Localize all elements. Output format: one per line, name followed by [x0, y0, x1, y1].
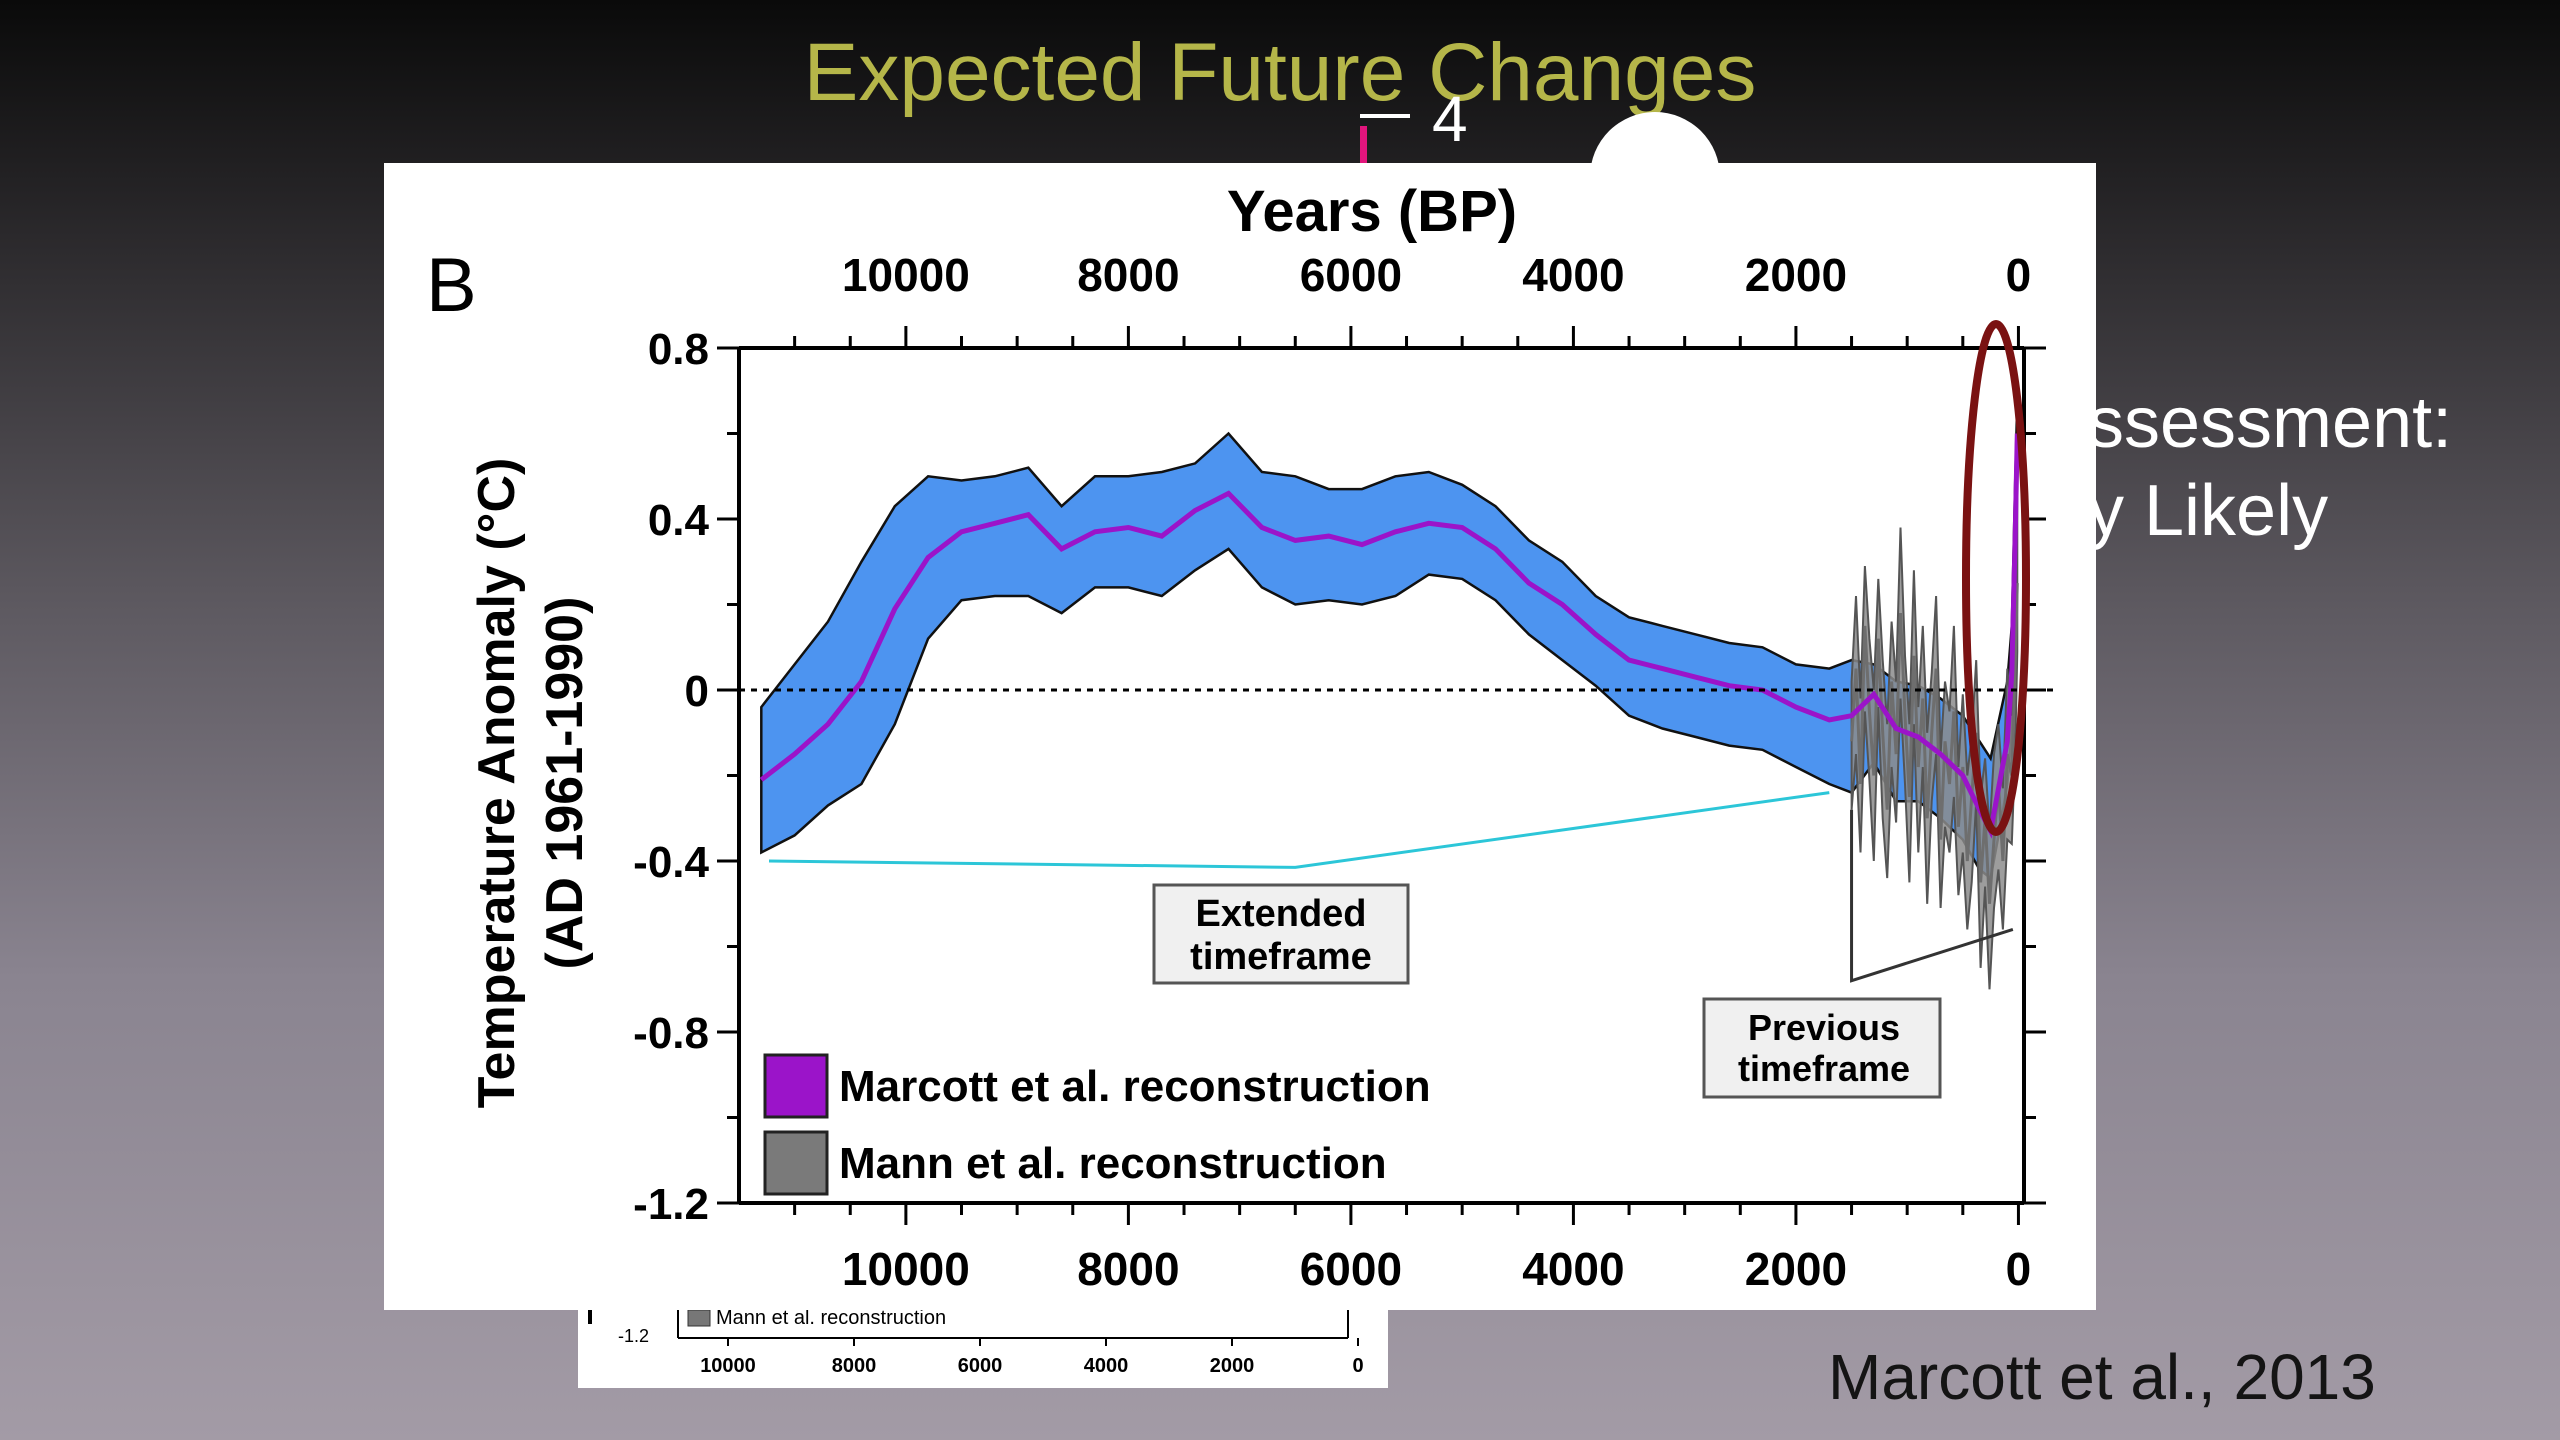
legend-swatch-marcott — [763, 1053, 829, 1119]
thumb-legend-label: Mann et al. reconstruction — [716, 1307, 946, 1329]
citation: Marcott et al., 2013 — [1828, 1341, 2376, 1413]
previous-timeframe-line2: timeframe — [1738, 1048, 1910, 1089]
x-tick-label-top: 8000 — [1077, 249, 1179, 301]
thumb-x-tick-label: 8000 — [832, 1355, 877, 1377]
x-tick-label-bottom: 6000 — [1300, 1243, 1402, 1295]
legend-label-marcott: Marcott et al. reconstruction — [839, 1062, 1431, 1111]
panel-label: B — [426, 243, 477, 328]
stray-digit: 4 — [1432, 83, 1468, 155]
thumb-x-tick-label: 0 — [1352, 1355, 1363, 1377]
behind-text-assessment: ssessment: — [2088, 383, 2453, 463]
thumb-x-tick-label: 6000 — [958, 1355, 1003, 1377]
y-tick-label: 0.8 — [648, 325, 709, 374]
slide-title: Expected Future Changes — [803, 27, 1757, 118]
axes: 10000 10000 8000 8000 6000 6000 4000 4000 2000 20… — [633, 249, 2046, 1295]
thumb-x-tick-label: 10000 — [700, 1355, 756, 1377]
previous-timeframe-connector — [1850, 809, 2014, 983]
chart-svg: B Years (BP) Temperature Anomaly (°C) (A… — [426, 179, 2054, 1295]
recent-spike-highlight — [1962, 320, 2030, 836]
thumb-x-ticks: 10000 8000 6000 4000 2000 0 — [700, 1338, 1364, 1377]
x-tick-label-top: 0 — [2006, 249, 2032, 301]
y-tick-label: 0.4 — [648, 496, 710, 545]
y-tick-label: -1.2 — [633, 1180, 709, 1229]
temperature-chart: B Years (BP) Temperature Anomaly (°C) (A… — [384, 163, 2096, 1310]
previous-timeframe-box — [1702, 997, 1942, 1099]
previous-timeframe-line1: Previous — [1748, 1007, 1900, 1048]
y-axis-label: Temperature Anomaly (°C) — [468, 458, 526, 1109]
x-tick-label-bottom: 8000 — [1077, 1243, 1179, 1295]
extended-timeframe-line2: timeframe — [1190, 936, 1372, 978]
y-tick-label: -0.8 — [633, 1009, 709, 1058]
thumb-y-tick: -1.2 — [618, 1326, 649, 1346]
thumb-left-mark — [588, 1310, 592, 1324]
x-tick-label-top: 10000 — [842, 249, 970, 301]
behind-text-likely: y Likely — [2088, 471, 2329, 551]
plot-area — [759, 399, 2020, 990]
x-tick-label-top: 6000 — [1300, 249, 1402, 301]
mann-series-line — [1850, 583, 2019, 904]
x-tick-label-bottom: 10000 — [842, 1243, 970, 1295]
chart-title: Years (BP) — [1227, 179, 1517, 244]
x-tick-label-top: 4000 — [1522, 249, 1624, 301]
legend: Marcott et al. reconstruction Mann et al.… — [763, 1053, 1431, 1196]
legend-label-mann: Mann et al. reconstruction — [839, 1139, 1387, 1188]
thumb-x-tick-label: 2000 — [1210, 1355, 1255, 1377]
pink-marker — [1360, 126, 1367, 174]
mann-uncertainty-band — [1850, 497, 2019, 990]
x-tick-label-bottom: 0 — [2006, 1243, 2032, 1295]
y-axis-sublabel: (AD 1961-1990) — [536, 597, 594, 970]
x-tick-label-top: 2000 — [1745, 249, 1847, 301]
thumb-legend-swatch — [687, 1309, 711, 1327]
thumbnail-svg: -1.2 Mann et al. reconstruction 10000 800… — [588, 1294, 1364, 1377]
white-dash-marker — [1360, 114, 1410, 118]
legend-swatch-mann — [763, 1130, 829, 1196]
marcott-series-line — [759, 433, 2020, 839]
x-tick-label-bottom: 4000 — [1522, 1243, 1624, 1295]
extended-timeframe-connector — [768, 791, 1830, 869]
y-tick-label: 0 — [685, 667, 709, 716]
x-tick-label-bottom: 2000 — [1745, 1243, 1847, 1295]
extended-timeframe-box — [1152, 883, 1410, 985]
y-tick-label: -0.4 — [633, 838, 709, 887]
extended-timeframe-line1: Extended — [1195, 893, 1366, 935]
marcott-uncertainty-band — [760, 399, 2019, 881]
thumb-x-tick-label: 4000 — [1084, 1355, 1129, 1377]
